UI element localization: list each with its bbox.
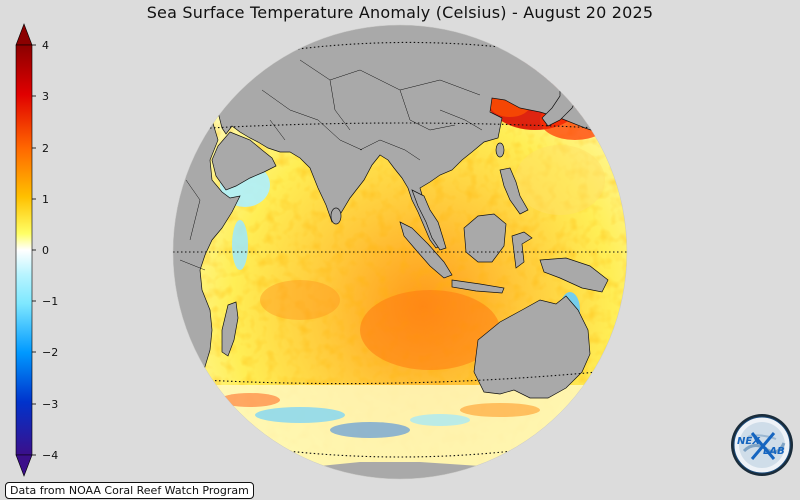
cool-anomaly-patch — [330, 422, 410, 438]
warm-anomaly-patch — [460, 403, 540, 417]
data-credit-box: Data from NOAA Coral Reef Watch Program — [5, 482, 254, 499]
colorbar-tick-label: −2 — [42, 346, 59, 359]
country-borders — [179, 59, 483, 271]
land-sumatra — [399, 221, 453, 279]
cool-anomaly-patch — [255, 407, 345, 423]
globe-disc — [173, 25, 627, 479]
land-philippines — [499, 167, 529, 215]
colorbar — [15, 23, 36, 477]
land-borneo — [463, 213, 507, 263]
warm-anomaly-patch — [260, 280, 340, 320]
colorbar-tick-label: 3 — [42, 90, 49, 103]
colorbar-tick-label: 4 — [42, 39, 49, 52]
colorbar-tick-label: 0 — [42, 244, 49, 257]
land-eurasia — [217, 25, 627, 249]
colorbar-min-arrow — [15, 454, 33, 477]
land-arabia — [211, 131, 277, 191]
logo-text-right: LAB — [763, 446, 785, 457]
land-new-guinea — [539, 257, 609, 293]
land-madagascar — [221, 301, 239, 357]
land-sri-lanka — [330, 207, 342, 225]
warm-anomaly-patch — [360, 290, 500, 370]
nex-lab-globe-logo: NEX LAB — [731, 414, 793, 476]
cool-anomaly-patch — [410, 414, 470, 426]
colorbar-tick-label: −4 — [42, 449, 59, 462]
latitude-gridlines — [173, 41, 627, 458]
land-taiwan — [495, 142, 505, 158]
map-title: Sea Surface Temperature Anomaly (Celsius… — [146, 3, 654, 22]
globe-outline — [172, 24, 628, 480]
colorbar-tick-label: −1 — [42, 295, 59, 308]
cool-anomaly-patch — [232, 220, 248, 270]
warm-anomaly-patch — [515, 145, 605, 215]
colorbar-tick-label: −3 — [42, 398, 59, 411]
colorbar-tick-label: 2 — [42, 142, 49, 155]
land-sulawesi — [511, 231, 533, 269]
logo-text-left: NEX — [737, 436, 761, 447]
warm-anomaly-patch — [220, 393, 280, 407]
land-java — [451, 279, 505, 294]
colorbar-tick-label: 1 — [42, 193, 49, 206]
land-australia — [473, 295, 591, 399]
land-indochina — [411, 189, 447, 251]
